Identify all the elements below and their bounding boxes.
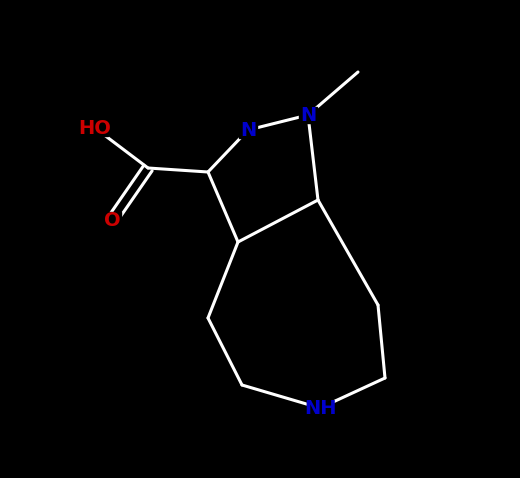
Bar xyxy=(299,107,317,123)
Bar xyxy=(103,212,121,228)
Bar xyxy=(239,122,257,138)
Bar xyxy=(82,120,108,136)
Text: N: N xyxy=(240,120,256,140)
Text: O: O xyxy=(103,210,120,229)
Text: NH: NH xyxy=(304,399,336,417)
Text: N: N xyxy=(300,106,316,124)
Bar xyxy=(307,400,333,416)
Text: HO: HO xyxy=(79,119,111,138)
